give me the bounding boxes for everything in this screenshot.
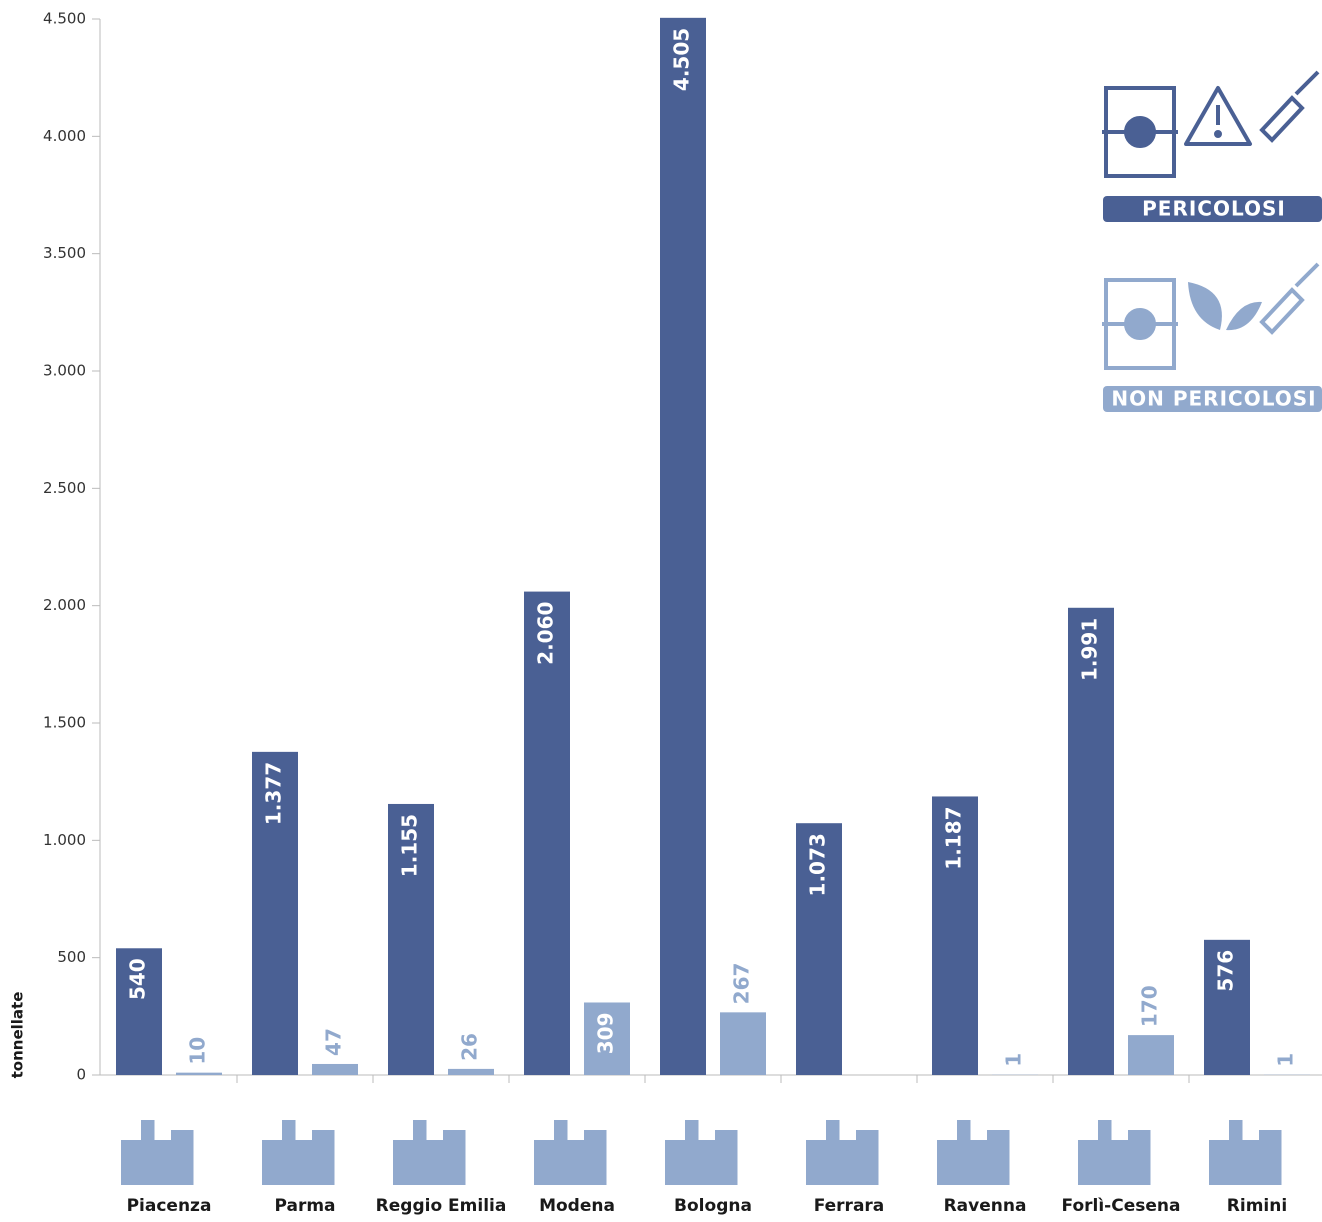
data-label: 1	[1002, 1053, 1026, 1067]
x-tick-label: Modena	[539, 1196, 615, 1216]
data-label: 10	[186, 1037, 210, 1065]
legend-label: NON PERICOLOSI	[1111, 387, 1316, 411]
data-label: 1.073	[806, 833, 830, 896]
city-icon	[806, 1120, 879, 1185]
bar	[796, 823, 842, 1075]
data-label: 1.377	[262, 762, 286, 825]
city-icon	[534, 1120, 607, 1185]
data-label: 170	[1138, 985, 1162, 1027]
bar	[584, 1002, 630, 1075]
y-tick-label: 3.000	[43, 362, 86, 380]
city-icon	[665, 1120, 738, 1185]
y-tick-label: 500	[57, 948, 86, 966]
x-tick-label: Parma	[274, 1196, 335, 1216]
bar	[1068, 607, 1114, 1075]
bar	[448, 1068, 494, 1075]
legend-label: PERICOLOSI	[1142, 197, 1286, 221]
data-label: 4.505	[670, 28, 694, 91]
y-tick-label: 1.000	[43, 831, 86, 849]
bar	[524, 591, 570, 1075]
city-icon	[937, 1120, 1010, 1185]
data-label: 267	[730, 963, 754, 1005]
bar	[176, 1072, 222, 1075]
y-tick-label: 4.500	[43, 10, 86, 28]
bar	[252, 751, 298, 1075]
y-axis-label: tonnellate	[9, 992, 27, 1079]
bar	[388, 803, 434, 1075]
bar	[312, 1063, 358, 1075]
data-label: 309	[594, 1012, 618, 1054]
city-icon	[262, 1120, 335, 1185]
y-tick-label: 4.000	[43, 127, 86, 145]
data-label: 540	[126, 958, 150, 1000]
data-label: 1.991	[1078, 618, 1102, 681]
legend-swatch	[1103, 196, 1322, 222]
y-tick-label: 2.500	[43, 479, 86, 497]
bar	[1204, 939, 1250, 1075]
data-label: 1	[1274, 1053, 1298, 1067]
x-tick-label: Piacenza	[127, 1196, 212, 1216]
bar	[660, 17, 706, 1076]
x-tick-label: Reggio Emilia	[376, 1196, 507, 1216]
bar	[932, 796, 978, 1075]
legend-icon	[1102, 70, 1320, 178]
city-icon	[1209, 1120, 1282, 1185]
city-icon	[393, 1120, 466, 1185]
x-tick-label: Ravenna	[944, 1196, 1027, 1216]
bar	[1128, 1035, 1174, 1075]
data-label: 576	[1214, 950, 1238, 992]
data-label: 47	[322, 1028, 346, 1056]
y-tick-label: 0	[76, 1066, 86, 1084]
data-label: 26	[458, 1033, 482, 1061]
legend-swatch	[1103, 386, 1322, 412]
y-tick-label: 3.500	[43, 244, 86, 262]
x-tick-label: Forlì-Cesena	[1062, 1196, 1181, 1216]
data-label: 2.060	[534, 602, 558, 665]
x-tick-label: Rimini	[1227, 1196, 1287, 1216]
city-icon	[121, 1120, 194, 1185]
data-label: 1.187	[942, 806, 966, 869]
x-tick-label: Bologna	[674, 1196, 752, 1216]
y-tick-label: 1.500	[43, 714, 86, 732]
legend-icon	[1102, 262, 1320, 370]
data-label: 1.155	[398, 814, 422, 877]
y-tick-label: 2.000	[43, 596, 86, 614]
bar	[720, 1012, 766, 1075]
bar	[116, 948, 162, 1075]
city-icon	[1078, 1120, 1151, 1185]
x-tick-label: Ferrara	[814, 1196, 885, 1216]
